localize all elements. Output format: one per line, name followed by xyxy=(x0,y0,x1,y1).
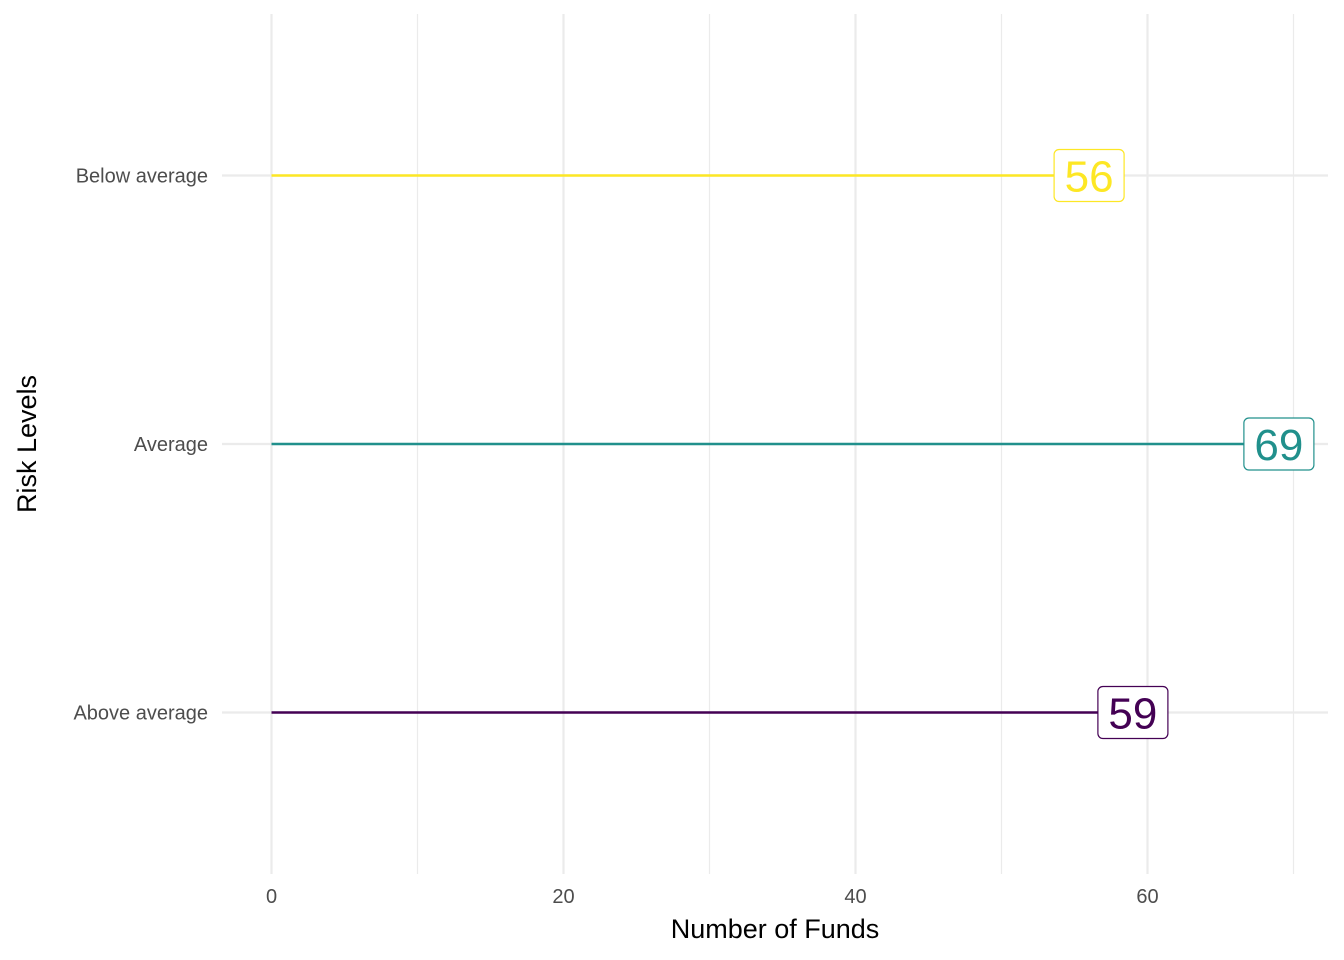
value-label-text: 56 xyxy=(1065,153,1114,202)
x-tick-label: 40 xyxy=(844,886,866,908)
x-axis-title: Number of Funds xyxy=(671,914,880,944)
value-labels: 59 69 56 xyxy=(1053,148,1315,740)
lollipop-stems xyxy=(271,174,1279,714)
value-label-box xyxy=(1097,685,1169,740)
value-label-box xyxy=(1243,417,1315,471)
value-label: 56 xyxy=(1053,148,1125,203)
x-tick-label: 20 xyxy=(552,886,574,908)
y-tick-label: Below average xyxy=(76,166,208,188)
value-label-box xyxy=(1053,148,1125,203)
value-label: 69 xyxy=(1243,417,1315,471)
x-axis-tick-labels: 0 20 40 60 xyxy=(266,886,1159,908)
x-tick-label: 0 xyxy=(266,886,277,908)
y-tick-label: Above average xyxy=(73,703,208,725)
y-tick-label: Average xyxy=(134,434,208,456)
x-tick-label: 60 xyxy=(1136,886,1158,908)
y-axis-title: Risk Levels xyxy=(12,375,42,513)
value-label-text: 59 xyxy=(1108,690,1157,739)
y-axis-tick-labels: Above average Average Below average xyxy=(73,166,208,725)
value-label-text: 69 xyxy=(1254,421,1303,470)
value-label: 59 xyxy=(1097,685,1169,740)
